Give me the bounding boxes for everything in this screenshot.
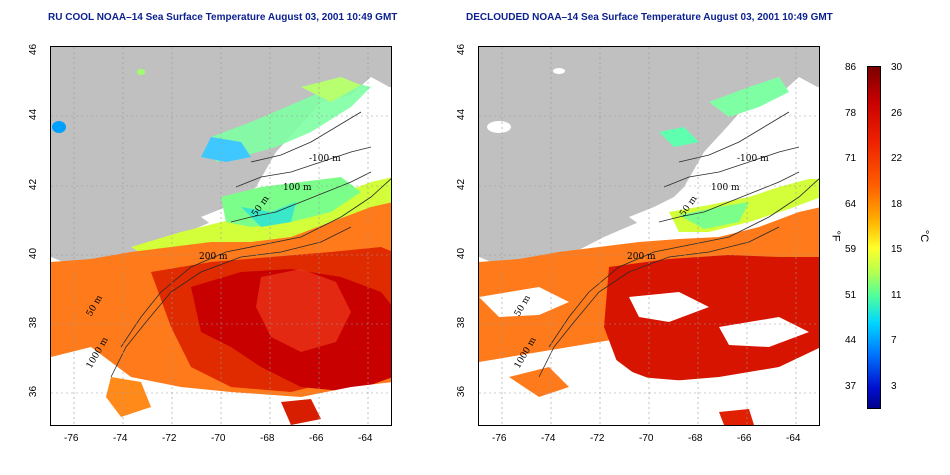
celsius-tick-label: 30: [891, 62, 903, 73]
longitude-tick-label: -70: [639, 433, 654, 444]
right-map-title: DECLOUDED NOAA–14 Sea Surface Temperatur…: [466, 12, 833, 23]
fahrenheit-tick-label: 51: [845, 289, 857, 301]
fahrenheit-tick-label: 86: [845, 62, 857, 73]
longitude-tick-label: -66: [737, 433, 752, 444]
left-map-title: RU COOL NOAA–14 Sea Surface Temperature …: [48, 12, 398, 23]
latitude-tick-label: 38: [28, 316, 40, 329]
latitude-tick-label: 36: [28, 385, 40, 398]
latitude-tick-label: 40: [28, 247, 40, 260]
longitude-tick-label: -70: [211, 433, 226, 444]
latitude-tick-label: 40: [456, 247, 468, 260]
celsius-tick-label: 18: [891, 198, 903, 210]
longitude-tick-label: -68: [260, 433, 275, 444]
contour-label: 100 m: [283, 183, 312, 193]
latitude-tick-label: 44: [28, 108, 40, 121]
celsius-tick-label: 15: [891, 244, 903, 255]
temperature-colorbar: [867, 66, 881, 409]
longitude-tick-label: -64: [358, 433, 373, 444]
latitude-tick-label: 42: [456, 178, 468, 191]
latitude-tick-label: 38: [456, 316, 468, 329]
fahrenheit-tick-label: 37: [845, 380, 857, 392]
latitude-tick-label: 46: [456, 43, 468, 56]
bathymetry-contours: [110, 111, 391, 378]
fahrenheit-tick-label: 59: [845, 244, 857, 255]
longitude-tick-label: -74: [113, 433, 128, 444]
contour-label: -100 m: [737, 154, 769, 164]
contour-label: 200 m: [199, 252, 228, 262]
right-sst-image: -100 m 100 m 50 m 200 m 50 m 1000 m: [479, 47, 819, 425]
fahrenheit-tick-label: 64: [845, 198, 857, 210]
celsius-tick-label: 11: [891, 289, 902, 301]
contour-label: -100 m: [309, 154, 341, 164]
longitude-tick-label: -76: [492, 433, 507, 444]
longitude-tick-label: -72: [590, 433, 605, 444]
celsius-unit-label: °C: [918, 229, 931, 243]
longitude-tick-label: -74: [541, 433, 556, 444]
longitude-tick-label: -68: [688, 433, 703, 444]
longitude-tick-label: -64: [786, 433, 801, 444]
celsius-tick-label: 26: [891, 107, 903, 119]
celsius-tick-label: 22: [891, 153, 903, 164]
celsius-tick-label: 3: [891, 380, 897, 392]
contour-label: 200 m: [627, 252, 656, 262]
contour-label: 100 m: [711, 183, 740, 193]
longitude-tick-label: -72: [162, 433, 177, 444]
graticule: [51, 47, 391, 425]
left-sst-image: -100 m 100 m 50 m 200 m 50 m 1000 m: [51, 47, 391, 425]
latitude-tick-label: 46: [28, 43, 40, 56]
celsius-tick-label: 7: [891, 335, 897, 346]
left-sst-map: -100 m 100 m 50 m 200 m 50 m 1000 m: [50, 46, 392, 426]
fahrenheit-tick-label: 78: [845, 107, 857, 119]
fahrenheit-unit-label: °F: [829, 230, 842, 242]
longitude-tick-label: -66: [309, 433, 324, 444]
right-sst-map: -100 m 100 m 50 m 200 m 50 m 1000 m: [478, 46, 820, 426]
fahrenheit-tick-label: 44: [845, 335, 857, 346]
latitude-tick-label: 36: [456, 385, 468, 398]
latitude-tick-label: 42: [28, 178, 40, 191]
latitude-tick-label: 44: [456, 108, 468, 121]
longitude-tick-label: -76: [64, 433, 79, 444]
fahrenheit-tick-label: 71: [845, 153, 857, 164]
